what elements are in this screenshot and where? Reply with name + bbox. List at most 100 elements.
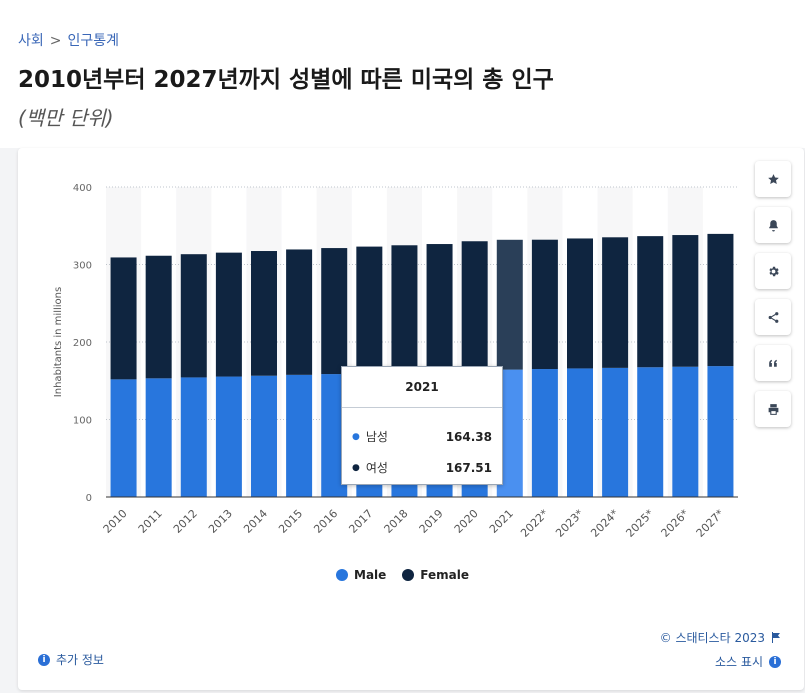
bar-female[interactable]: [145, 255, 172, 379]
bar-male[interactable]: [286, 374, 313, 497]
bar-female[interactable]: [391, 245, 418, 373]
y-axis-label: Inhabitants in millions: [53, 287, 64, 397]
bar-female[interactable]: [707, 233, 734, 367]
female-bullet-icon: ●: [352, 462, 360, 473]
bar-female[interactable]: [356, 246, 383, 374]
bar-male[interactable]: [531, 369, 558, 497]
x-tick-label: 2027*: [694, 507, 727, 540]
print-button[interactable]: [755, 391, 791, 427]
notification-button[interactable]: [755, 207, 791, 243]
x-tick-label: 2013: [206, 507, 235, 536]
bar-female[interactable]: [251, 251, 277, 376]
y-tick-label: 100: [73, 416, 92, 427]
x-tick-label: 2022*: [518, 507, 551, 540]
bar-female[interactable]: [567, 238, 593, 369]
show-source-label: 소스 표시: [715, 655, 763, 669]
breadcrumb-demographics[interactable]: 인구통계: [67, 33, 120, 49]
legend-male-label: Male: [354, 568, 387, 582]
bar-female[interactable]: [672, 235, 699, 367]
bar-female[interactable]: [531, 239, 558, 370]
x-tick-label: 2010: [101, 507, 130, 536]
tooltip-female-label: 여성: [365, 461, 388, 475]
tooltip-male-value: 164.38: [445, 429, 492, 444]
x-tick-label: 2020: [452, 507, 481, 536]
page-title: 2010년부터 2027년까지 성별에 따른 미국의 총 인구: [18, 67, 554, 93]
page-header: 사회 > 인구통계 2010년부터 2027년까지 성별에 따른 미국의 총 인구 …: [0, 0, 805, 148]
breadcrumb: 사회 > 인구통계: [18, 30, 119, 50]
bar-female[interactable]: [496, 239, 523, 370]
bar-female[interactable]: [637, 236, 664, 368]
print-icon: [768, 403, 778, 415]
bar-female[interactable]: [215, 252, 242, 377]
bar-male[interactable]: [707, 366, 734, 497]
breadcrumb-separator: >: [49, 33, 62, 49]
cite-button[interactable]: [755, 345, 791, 381]
bar-male[interactable]: [567, 368, 593, 497]
copyright-link[interactable]: © 스태티스타 2023: [660, 629, 781, 646]
x-tick-label: 2024*: [588, 507, 621, 540]
x-tick-label: 2021: [487, 507, 516, 536]
y-tick-labels: 0 100 200 300 400: [73, 183, 92, 504]
y-tick-label: 200: [73, 338, 92, 349]
favorite-button[interactable]: [755, 161, 791, 197]
show-source-link[interactable]: 소스 표시 i: [715, 653, 781, 670]
x-tick-label: 2012: [171, 507, 200, 536]
legend-male-swatch: [336, 569, 348, 581]
bar-male[interactable]: [145, 378, 172, 497]
x-tick-label: 2014: [241, 507, 270, 536]
x-tick-label: 2018: [382, 507, 411, 536]
breadcrumb-society[interactable]: 사회: [18, 33, 44, 49]
info-icon: i: [38, 653, 50, 666]
more-info-label: 추가 정보: [56, 653, 104, 667]
x-tick-label: 2023*: [553, 507, 586, 540]
legend-female-swatch: [402, 569, 415, 581]
bar-female[interactable]: [110, 257, 137, 380]
bar-male[interactable]: [215, 376, 242, 497]
bar-female[interactable]: [602, 237, 629, 368]
share-icon: [768, 311, 778, 323]
bar-female[interactable]: [286, 249, 313, 375]
bar-male[interactable]: [110, 379, 137, 497]
bar-female[interactable]: [461, 241, 488, 371]
y-tick-label: 0: [86, 493, 92, 504]
star-icon: [767, 173, 779, 184]
copyright-label: © 스태티스타 2023: [659, 631, 765, 645]
tooltip-row-female: ● 여성 167.51: [352, 459, 492, 476]
bar-male[interactable]: [672, 366, 699, 497]
y-tick-label: 300: [73, 261, 92, 272]
bar-male[interactable]: [251, 375, 277, 497]
male-bullet-icon: ●: [352, 431, 360, 442]
y-tick-label: 400: [73, 183, 92, 194]
bell-icon: [768, 219, 778, 231]
flag-icon: [772, 632, 780, 643]
x-tick-labels: 2010 2011 2012 2013 2014 2015 2016 2017 2018 2019…: [101, 507, 727, 540]
bar-female[interactable]: [180, 254, 207, 378]
tooltip-female-value: 167.51: [445, 460, 492, 475]
x-tick-label: 2011: [136, 507, 165, 536]
gear-icon: [768, 266, 779, 276]
chart-tooltip: 2021 ● 남성 164.38 ● 여성 167.51: [341, 366, 503, 485]
info-icon: i: [769, 655, 781, 668]
bars: [110, 233, 734, 497]
legend-item-female[interactable]: Female: [402, 568, 469, 582]
x-tick-label: 2026*: [659, 507, 692, 540]
quote-icon: [768, 359, 777, 367]
bar-male[interactable]: [180, 377, 207, 497]
x-tick-label: 2015: [276, 507, 305, 536]
x-tick-label: 2019: [417, 507, 446, 536]
bar-male[interactable]: [602, 367, 629, 497]
more-info-link[interactable]: i 추가 정보: [38, 651, 104, 668]
bar-female[interactable]: [321, 248, 348, 375]
bar-male[interactable]: [637, 367, 664, 497]
chart-legend: Male Female: [0, 568, 805, 582]
page-subtitle: (백만 단위): [18, 106, 114, 130]
tooltip-row-male: ● 남성 164.38: [352, 428, 492, 445]
x-tick-label: 2017: [346, 507, 375, 536]
settings-button[interactable]: [755, 253, 791, 289]
bar-female[interactable]: [426, 244, 453, 372]
tooltip-title: 2021: [342, 367, 502, 408]
legend-item-male[interactable]: Male: [336, 568, 386, 582]
x-tick-label: 2025*: [623, 507, 656, 540]
share-button[interactable]: [755, 299, 791, 335]
